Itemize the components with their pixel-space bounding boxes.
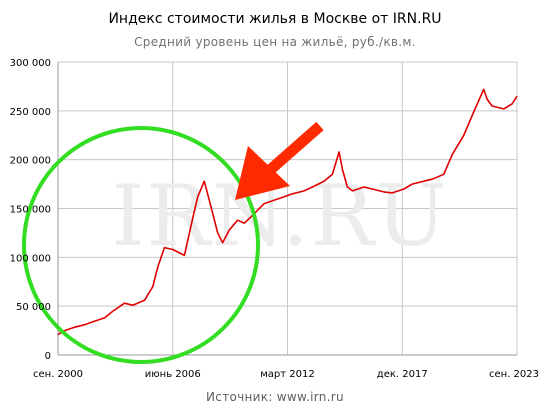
x-tick-label: сен. 2023 bbox=[489, 369, 539, 380]
x-tick-label: март 2012 bbox=[260, 369, 314, 380]
arrow-shaft bbox=[266, 121, 324, 175]
arrow-head-icon bbox=[235, 146, 290, 200]
x-tick-label: сен. 2000 bbox=[33, 369, 83, 380]
chart-title: Индекс стоимости жилья в Москве от IRN.R… bbox=[108, 11, 441, 27]
source-caption: Источник: www.irn.ru bbox=[206, 390, 344, 404]
highlight-circle bbox=[22, 126, 260, 364]
x-tick-label: июнь 2006 bbox=[145, 369, 201, 380]
y-tick-label: 150 000 bbox=[10, 205, 51, 216]
y-tick-label: 0 bbox=[45, 351, 51, 362]
plot-area: IRN.RU bbox=[22, 61, 518, 364]
chart-subtitle: Средний уровень цен на жильё, руб./кв.м. bbox=[134, 35, 416, 49]
y-tick-label: 100 000 bbox=[10, 253, 51, 264]
x-axis-ticks: сен. 2000 июнь 2006 март 2012 дек. 2017 сен.… bbox=[33, 369, 539, 380]
price-index-line bbox=[57, 88, 518, 336]
y-tick-label: 300 000 bbox=[10, 58, 51, 69]
annotation-layer bbox=[22, 121, 324, 364]
y-tick-label: 250 000 bbox=[10, 107, 51, 118]
x-tick-label: дек. 2017 bbox=[377, 369, 428, 380]
grid-lines bbox=[57, 61, 518, 356]
series-layer bbox=[57, 88, 518, 336]
y-tick-label: 200 000 bbox=[10, 156, 51, 167]
y-axis-ticks: 0 50 000 100 000 150 000 200 000 250 000 300 0… bbox=[10, 58, 51, 362]
y-tick-label: 50 000 bbox=[16, 302, 51, 313]
